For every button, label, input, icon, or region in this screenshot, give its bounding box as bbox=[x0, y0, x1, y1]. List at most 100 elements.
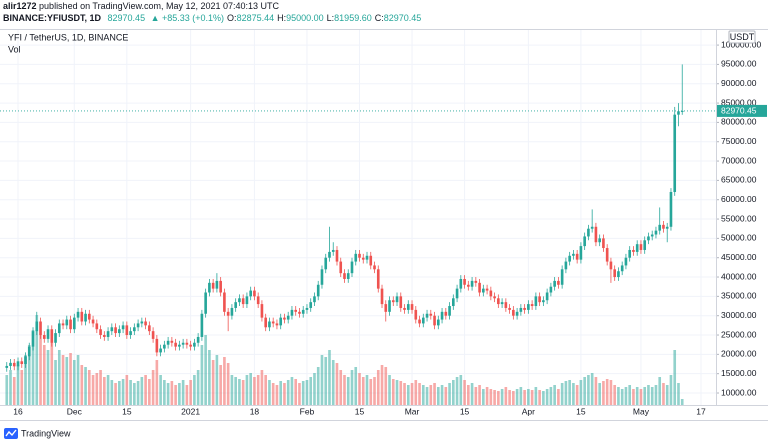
volume-bar bbox=[647, 385, 650, 405]
volume-bar bbox=[617, 387, 620, 405]
candle-body bbox=[5, 365, 9, 368]
candle-body bbox=[91, 319, 95, 324]
candle-body bbox=[136, 323, 140, 328]
volume-bar bbox=[46, 350, 50, 405]
candle-body bbox=[189, 344, 192, 347]
volume-bar bbox=[433, 383, 436, 405]
candle-body bbox=[223, 292, 226, 312]
candle-body bbox=[485, 288, 489, 291]
candle-body bbox=[260, 304, 264, 318]
volume-bar bbox=[170, 381, 174, 405]
candle-body bbox=[572, 253, 575, 256]
candle-body bbox=[436, 319, 440, 326]
candle-body bbox=[549, 286, 553, 293]
volume-bar bbox=[5, 375, 9, 405]
volume-bar bbox=[482, 389, 485, 405]
candle-body bbox=[369, 255, 373, 266]
candle-body bbox=[166, 340, 170, 345]
volume-bar bbox=[69, 353, 72, 405]
volume-bar bbox=[463, 380, 466, 405]
candle-body bbox=[628, 249, 632, 258]
candle-body bbox=[324, 257, 328, 270]
candle-body bbox=[253, 290, 256, 297]
volume-bar bbox=[609, 380, 613, 405]
candle-body bbox=[639, 244, 643, 250]
y-tick-label: 85000.00 bbox=[721, 97, 757, 107]
candle-body bbox=[493, 296, 496, 299]
candle-body bbox=[230, 307, 234, 316]
volume-bar bbox=[680, 399, 684, 405]
volume-bar bbox=[148, 379, 151, 405]
volume-bar bbox=[328, 350, 331, 405]
publisher: alir1272 bbox=[3, 1, 37, 11]
candle-body bbox=[174, 342, 177, 347]
candle-body bbox=[234, 302, 237, 308]
x-tick-label: 15 bbox=[576, 406, 586, 416]
volume-bar bbox=[474, 387, 478, 405]
l-label: L: bbox=[327, 13, 335, 23]
volume-bar bbox=[624, 387, 628, 405]
candle-body bbox=[316, 284, 320, 297]
candle-body bbox=[523, 307, 526, 310]
currency[interactable]: USDT bbox=[730, 32, 755, 42]
volume-bar bbox=[61, 355, 65, 405]
candle-body bbox=[178, 344, 181, 347]
candle-body bbox=[46, 329, 50, 339]
candle-body bbox=[125, 325, 129, 336]
volume-bar bbox=[234, 377, 237, 405]
candle-body bbox=[489, 290, 493, 297]
volume-bar bbox=[478, 385, 481, 405]
candle-body bbox=[129, 331, 132, 336]
candle-body bbox=[301, 309, 305, 314]
candle-body bbox=[42, 335, 46, 339]
volume-bar bbox=[260, 370, 264, 405]
currency-box[interactable] bbox=[728, 30, 756, 44]
x-tick-label: Apr bbox=[522, 406, 535, 416]
y-tick-label: 55000.00 bbox=[721, 213, 757, 223]
candle-body bbox=[20, 361, 24, 365]
candle-body bbox=[564, 261, 568, 270]
volume-bar bbox=[583, 377, 586, 405]
volume-bar bbox=[399, 381, 403, 405]
candle-body bbox=[80, 311, 84, 322]
candle-body bbox=[647, 236, 650, 241]
publish-line: alir1272 published on TradingView.com, M… bbox=[3, 1, 280, 11]
candle-body bbox=[331, 249, 335, 252]
volume-bar bbox=[455, 377, 459, 405]
candle-body bbox=[350, 261, 354, 274]
candle-body bbox=[650, 234, 654, 237]
candle-body bbox=[200, 313, 204, 337]
y-tick-label: 15000.00 bbox=[721, 368, 757, 378]
candle-body bbox=[568, 255, 571, 262]
candle-body bbox=[170, 340, 174, 343]
y-tick-label: 70000.00 bbox=[721, 155, 757, 165]
candle-body bbox=[594, 226, 598, 243]
volume-bar bbox=[343, 375, 346, 405]
candle-body bbox=[163, 344, 166, 349]
last-price-label: 82970.45 bbox=[721, 106, 757, 116]
candle-body bbox=[665, 226, 669, 229]
volume-bar bbox=[230, 375, 234, 405]
candle-body bbox=[654, 230, 658, 235]
candle-body bbox=[140, 321, 144, 324]
volume-bar bbox=[211, 360, 215, 405]
candle-body bbox=[31, 331, 35, 347]
candle-body bbox=[613, 269, 616, 278]
volume-bar bbox=[373, 377, 376, 405]
candle-body bbox=[241, 298, 245, 305]
candle-body bbox=[538, 296, 541, 303]
candle-body bbox=[512, 309, 515, 316]
volume-bar bbox=[286, 380, 290, 405]
volume-bar bbox=[658, 377, 662, 405]
c-label: C: bbox=[375, 13, 384, 23]
candle-body bbox=[95, 323, 99, 330]
volume-bar bbox=[241, 380, 245, 405]
candle-body bbox=[114, 327, 117, 334]
candle-body bbox=[69, 319, 72, 330]
o-label: O: bbox=[227, 13, 237, 23]
candle-body bbox=[279, 317, 283, 326]
logo-mark bbox=[5, 429, 17, 437]
candle-body bbox=[530, 304, 534, 307]
volume-bar bbox=[346, 377, 350, 405]
volume-bar bbox=[523, 390, 526, 405]
